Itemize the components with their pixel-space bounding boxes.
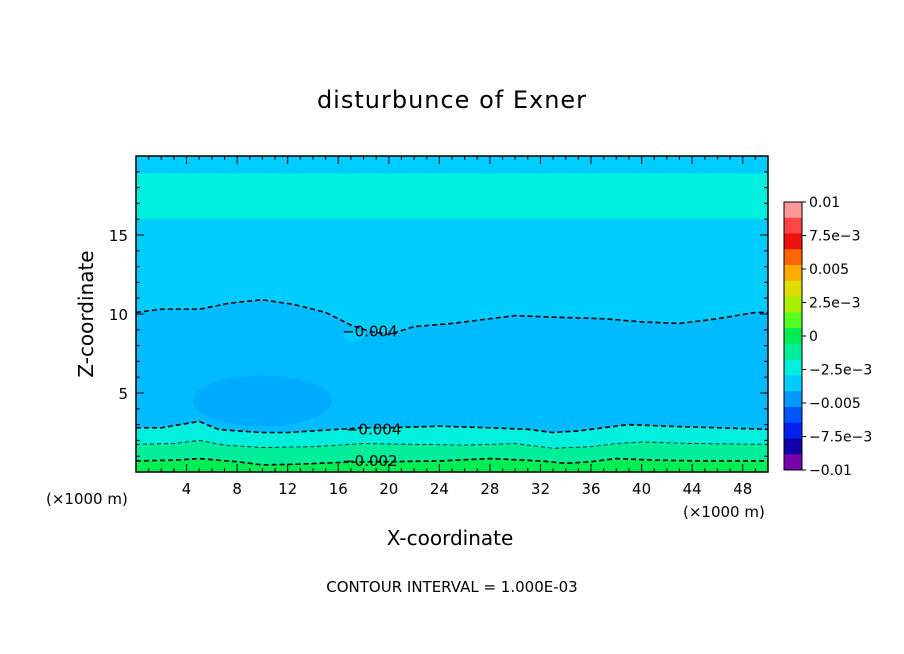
y-tick-label: 5 [118,385,128,403]
near-ground-band-1 [136,421,768,449]
contour-line-1 [136,420,768,434]
contour-line-2 [136,439,768,449]
x-tick-label: 32 [531,480,550,498]
colorbar-swatch [784,217,802,235]
colorbar-tick-label: −7.5e−3 [809,430,872,446]
colorbar-swatch [784,296,802,313]
y-tick-label: 10 [109,306,128,324]
colorbar-swatch [784,454,802,471]
colorbar-swatch [784,422,802,439]
pocket-fill [192,375,332,427]
x-tick-label: 20 [379,480,398,498]
colorbar-swatch [784,280,802,298]
colorbar-tick-label: 0.01 [809,195,840,211]
colorbar-swatch [784,406,802,424]
colorbar-swatch [784,233,802,250]
x-unit-label-left: (×1000 m) [46,490,128,508]
colorbar-swatch [784,202,802,219]
chart-title: disturbunce of Exner [316,86,588,114]
x-tick-label: 40 [632,480,651,498]
x-tick-label: 12 [278,480,297,498]
colorbar-tick-label: 0.005 [809,262,849,278]
upper-fill-band [136,173,768,220]
colorbar-swatch [784,312,802,329]
x-tick-label: 8 [232,480,242,498]
colorbar-swatch [784,249,802,266]
colorbar-swatch [784,375,802,392]
x-tick-label: 24 [430,480,449,498]
contour-label-0: −0.004 [342,322,398,340]
colorbar-swatch [784,328,802,345]
colorbar-tick-label: −0.005 [809,396,861,412]
colorbar-tick-label: 7.5e−3 [809,229,861,245]
colorbar-swatch [784,438,802,455]
notch-fill [343,330,364,343]
x-tick-label: 4 [182,480,192,498]
x-tick-label: 16 [329,480,348,498]
contour-label-1: −0.004 [346,420,402,438]
x-tick-label: 44 [683,480,702,498]
contour-interval-note: CONTOUR INTERVAL = 1.000E-03 [326,578,578,596]
colorbar-tick-label: 0 [809,329,818,345]
colorbar-swatch [784,343,802,361]
x-axis-label: X-coordinate [386,526,514,550]
colorbar-tick-label: −2.5e−3 [809,363,872,379]
ground-band [136,458,768,472]
colorbar-tick-label: 2.5e−3 [809,296,861,312]
x-tick-label: 36 [581,480,600,498]
colorbar-swatch [784,391,802,408]
colorbar-tick-label: −0.01 [809,463,852,479]
x-unit-label-right: (×1000 m) [683,503,765,521]
contour-label-2: −0.002 [342,452,398,470]
x-tick-label: 28 [480,480,499,498]
colorbar-swatch [784,359,802,376]
colorbar-swatch [784,265,802,282]
y-tick-label: 15 [109,227,128,245]
x-tick-label: 48 [733,480,752,498]
contour-line-0 [136,298,768,336]
